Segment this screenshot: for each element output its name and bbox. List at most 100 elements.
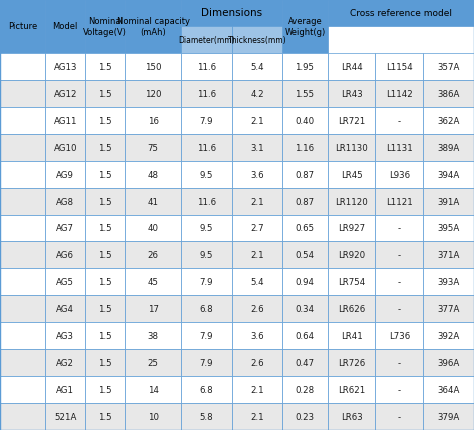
Text: -: - (398, 251, 401, 260)
Bar (46, 0, 85, 54)
Text: 2.1: 2.1 (250, 117, 264, 126)
Text: 1.5: 1.5 (99, 89, 112, 98)
Text: 6.8: 6.8 (200, 304, 213, 313)
Bar (85, 134, 125, 161)
Bar (0, 376, 46, 403)
Text: 75: 75 (147, 143, 159, 152)
Text: LR626: LR626 (338, 304, 365, 313)
Bar (125, 54, 181, 81)
Text: LR920: LR920 (338, 251, 365, 260)
Text: 386A: 386A (438, 89, 460, 98)
Text: 2.1: 2.1 (250, 412, 264, 421)
Bar (328, 215, 375, 242)
Text: 150: 150 (145, 63, 161, 72)
Bar (181, 134, 232, 161)
Text: AG8: AG8 (56, 197, 74, 206)
Bar (375, 296, 423, 322)
Text: Average
Weight(g): Average Weight(g) (284, 17, 326, 37)
Text: Picture: Picture (8, 22, 37, 31)
Bar (125, 0, 181, 54)
Bar (423, 108, 474, 134)
Text: 379A: 379A (438, 412, 460, 421)
Bar (125, 215, 181, 242)
Bar (232, 27, 283, 54)
Text: 0.94: 0.94 (295, 278, 314, 287)
Text: 0.87: 0.87 (295, 170, 314, 179)
Text: 1.5: 1.5 (99, 170, 112, 179)
Bar (46, 403, 85, 430)
Text: 2.1: 2.1 (250, 251, 264, 260)
Text: -: - (398, 412, 401, 421)
Text: 0.47: 0.47 (295, 358, 314, 367)
Bar (283, 0, 328, 54)
Text: 5.4: 5.4 (250, 278, 264, 287)
Text: AG7: AG7 (56, 224, 74, 233)
Text: 2.7: 2.7 (250, 224, 264, 233)
Bar (46, 296, 85, 322)
Bar (125, 242, 181, 269)
Bar (283, 188, 328, 215)
Text: LR621: LR621 (338, 385, 365, 394)
Bar (0, 269, 46, 296)
Text: 4.2: 4.2 (250, 89, 264, 98)
Text: LR63: LR63 (341, 412, 363, 421)
Bar (232, 322, 283, 349)
Bar (125, 403, 181, 430)
Bar (232, 188, 283, 215)
Text: 1.95: 1.95 (295, 63, 314, 72)
Text: 1.5: 1.5 (99, 358, 112, 367)
Text: 11.6: 11.6 (197, 63, 216, 72)
Bar (181, 403, 232, 430)
Text: 2.6: 2.6 (250, 358, 264, 367)
Text: -: - (398, 278, 401, 287)
Bar (328, 269, 375, 296)
Text: 9.5: 9.5 (200, 170, 213, 179)
Bar (125, 322, 181, 349)
Bar (375, 215, 423, 242)
Bar (283, 134, 328, 161)
Text: 392A: 392A (438, 332, 460, 341)
Text: LR721: LR721 (338, 117, 365, 126)
Bar (181, 376, 232, 403)
Bar (0, 54, 46, 81)
Bar (328, 81, 375, 108)
Text: 1.5: 1.5 (99, 332, 112, 341)
Bar (375, 161, 423, 188)
Bar (283, 349, 328, 376)
Bar (0, 215, 46, 242)
Text: Nominal
Voltage(V): Nominal Voltage(V) (83, 17, 127, 37)
Text: 377A: 377A (438, 304, 460, 313)
Text: 362A: 362A (438, 117, 460, 126)
Bar (85, 349, 125, 376)
Text: LR754: LR754 (338, 278, 365, 287)
Text: -: - (398, 224, 401, 233)
Text: AG4: AG4 (56, 304, 74, 313)
Bar (283, 269, 328, 296)
Bar (232, 269, 283, 296)
Text: L736: L736 (389, 332, 410, 341)
Bar (85, 242, 125, 269)
Bar (0, 296, 46, 322)
Text: 394A: 394A (438, 170, 460, 179)
Bar (423, 188, 474, 215)
Text: 0.65: 0.65 (295, 224, 314, 233)
Bar (85, 296, 125, 322)
Text: L1121: L1121 (386, 197, 413, 206)
Bar (85, 188, 125, 215)
Text: 3.6: 3.6 (250, 332, 264, 341)
Text: -: - (398, 117, 401, 126)
Text: 16: 16 (147, 117, 159, 126)
Text: Model: Model (53, 22, 78, 31)
Text: Dimensions: Dimensions (201, 9, 262, 18)
Text: AG9: AG9 (56, 170, 74, 179)
Bar (85, 322, 125, 349)
Text: 1.5: 1.5 (99, 117, 112, 126)
Bar (0, 322, 46, 349)
Bar (181, 349, 232, 376)
Bar (423, 376, 474, 403)
Bar (375, 188, 423, 215)
Bar (283, 161, 328, 188)
Bar (181, 215, 232, 242)
Bar (283, 108, 328, 134)
Bar (328, 108, 375, 134)
